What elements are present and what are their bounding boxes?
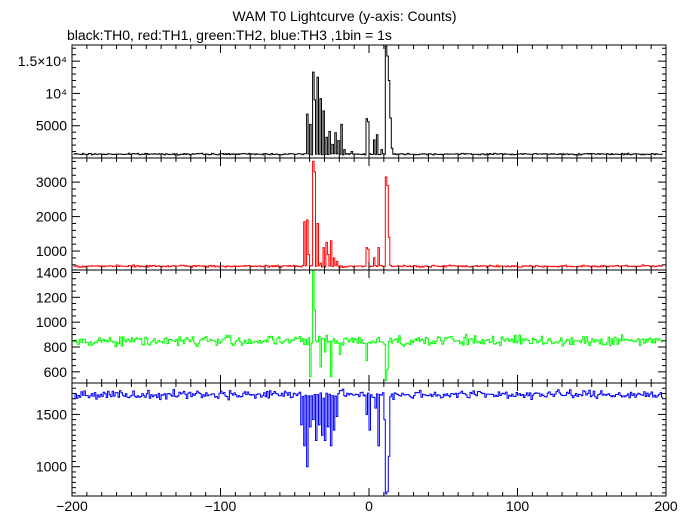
y-tick-label: 1200	[36, 289, 67, 305]
chart-subtitle: black:TH0, red:TH1, green:TH2, blue:TH3 …	[67, 27, 392, 43]
x-tick-label: −200	[56, 498, 88, 514]
y-tick-label: 10⁴	[45, 85, 67, 101]
y-tick-label: 5000	[36, 118, 67, 134]
y-tick-label: 1400	[36, 264, 67, 280]
x-tick-label: 100	[506, 498, 530, 514]
y-tick-label: 3000	[36, 174, 67, 190]
x-tick-label: 200	[654, 498, 678, 514]
series-th2	[73, 269, 663, 381]
y-tick-label: 2000	[36, 209, 67, 225]
series-th0	[73, 45, 663, 156]
y-tick-label: 800	[44, 339, 68, 355]
chart-title: WAM T0 Lightcurve (y-axis: Counts)	[232, 8, 457, 24]
y-tick-label: 1000	[36, 459, 67, 475]
y-tick-label: 1.5×10⁴	[18, 53, 67, 69]
y-tick-label: 1000	[36, 314, 67, 330]
y-tick-label: 1500	[36, 406, 67, 422]
series-th1	[73, 160, 663, 268]
y-tick-label: 600	[44, 364, 68, 380]
panel-frame-th2	[71, 269, 667, 384]
x-tick-label: −100	[205, 498, 237, 514]
y-tick-label: 1000	[36, 243, 67, 259]
x-tick-label: 0	[365, 498, 373, 514]
series-th3	[73, 388, 663, 495]
